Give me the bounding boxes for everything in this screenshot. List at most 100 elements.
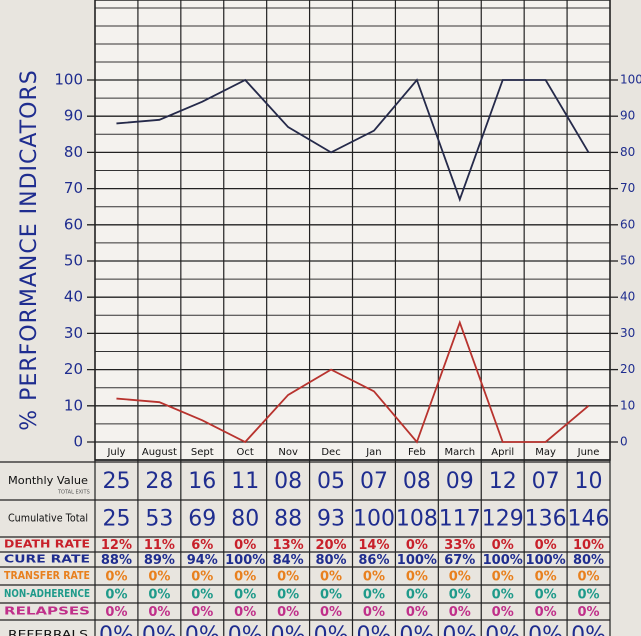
cell: 84% (273, 553, 304, 568)
cell: 0% (406, 538, 428, 553)
cell: 0% (578, 605, 600, 620)
cell: 0% (535, 570, 557, 585)
cell: 0% (191, 605, 213, 620)
cell: 0% (535, 605, 557, 620)
row-label: RELAPSES (4, 605, 90, 618)
cell: 136 (525, 507, 567, 532)
cell: 0% (148, 570, 170, 585)
cell: 0% (363, 570, 385, 585)
cell: 10% (573, 538, 604, 553)
cell: 0% (99, 623, 134, 636)
cell: 0% (148, 605, 170, 620)
cell: 08 (403, 469, 431, 494)
cell: 100% (526, 553, 566, 568)
x-tick-label: June (577, 447, 600, 458)
cell: 20% (315, 538, 346, 553)
x-tick-label: Sept (191, 447, 214, 458)
row-label: Cumulative Total (8, 512, 88, 525)
cell: 93 (317, 507, 345, 532)
y2-tick-label: 50 (620, 254, 635, 268)
y-tick-label: 40 (64, 288, 83, 306)
x-tick-label: July (106, 447, 125, 458)
cell: 0% (234, 588, 256, 603)
x-tick-label: March (445, 447, 475, 458)
cell: 0% (185, 623, 220, 636)
cell: 28 (145, 469, 173, 494)
y-tick-label: 100 (54, 71, 83, 89)
chart: % PERFORMANCE INDICATORS 010203040506070… (0, 0, 641, 636)
row-label: CURE RATE (4, 553, 90, 566)
cell: 0% (535, 588, 557, 603)
cell: 0% (406, 605, 428, 620)
cell: 0% (105, 570, 127, 585)
y-tick-label: 20 (64, 360, 83, 378)
cell: 80% (315, 553, 346, 568)
y2-tick-label: 100 (620, 73, 641, 87)
x-tick-label: Jan (365, 447, 381, 458)
y2-tick-label: 60 (620, 217, 635, 231)
cell: 0% (492, 570, 514, 585)
cell: 94% (187, 553, 218, 568)
cell: 117 (439, 507, 481, 532)
cell: 0% (578, 570, 600, 585)
cell: 0% (571, 623, 606, 636)
cell: 09 (446, 469, 474, 494)
row-label: DEATH RATE (4, 538, 90, 551)
y2-tick-label: 20 (620, 362, 635, 376)
cell: 100 (353, 507, 395, 532)
row-note: TOTAL EXITS (57, 490, 90, 496)
page: % PERFORMANCE INDICATORS 010203040506070… (0, 0, 641, 636)
cell: 0% (234, 605, 256, 620)
cell: 0% (234, 538, 256, 553)
cell: 6% (191, 538, 213, 553)
y2-tick-label: 90 (620, 109, 635, 123)
y-tick-label: 80 (64, 143, 83, 161)
y2-tick-label: 80 (620, 145, 635, 159)
y2-tick-label: 40 (620, 290, 635, 304)
cell: 05 (317, 469, 345, 494)
cell: 80% (573, 553, 604, 568)
cell: 0% (277, 570, 299, 585)
cell: 13% (273, 538, 304, 553)
x-tick-label: May (535, 447, 556, 458)
cell: 0% (320, 570, 342, 585)
cell: 11% (144, 538, 175, 553)
y-tick-label: 50 (64, 252, 83, 270)
cell: 0% (277, 588, 299, 603)
cell: 0% (228, 623, 263, 636)
cell: 0% (234, 570, 256, 585)
y-tick-label: 90 (64, 107, 83, 125)
cell: 11 (231, 469, 259, 494)
cell: 0% (406, 588, 428, 603)
cell: 0% (357, 623, 392, 636)
cell: 0% (578, 588, 600, 603)
cell: 88 (274, 507, 302, 532)
y2-tick-label: 10 (620, 398, 635, 412)
cell: 0% (363, 605, 385, 620)
cell: 0% (320, 605, 342, 620)
cell: 0% (105, 605, 127, 620)
cell: 67% (444, 553, 475, 568)
y-tick-label: 60 (64, 215, 83, 233)
y-tick-label: 0 (73, 433, 83, 451)
y-tick-label: 70 (64, 179, 83, 197)
x-tick-label: Oct (237, 447, 254, 458)
row-label: TRANSFER RATE (4, 569, 90, 582)
x-tick-label: April (491, 447, 514, 458)
chart-title: % PERFORMANCE INDICATORS (17, 69, 42, 430)
cell: 0% (442, 623, 477, 636)
cell: 16 (188, 469, 216, 494)
cell: 0% (449, 570, 471, 585)
x-tick-label: Nov (278, 447, 298, 458)
cell: 0% (492, 538, 514, 553)
cell: 146 (568, 507, 610, 532)
cell: 0% (314, 623, 349, 636)
cell: 0% (492, 588, 514, 603)
cell: 0% (485, 623, 520, 636)
cell: 0% (277, 605, 299, 620)
cell: 0% (148, 588, 170, 603)
cell: 0% (449, 588, 471, 603)
cell: 89% (144, 553, 175, 568)
cell: 0% (449, 605, 471, 620)
cell: 129 (482, 507, 524, 532)
